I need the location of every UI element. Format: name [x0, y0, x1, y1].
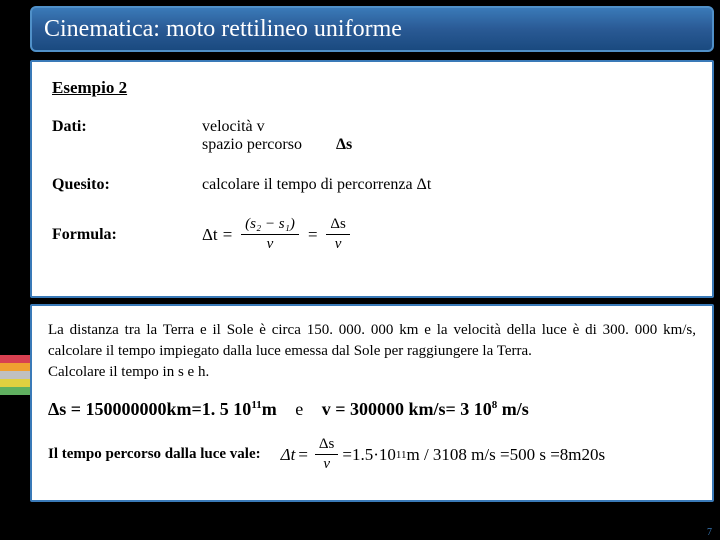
header-bar: Cinematica: moto rettilineo uniforme	[30, 6, 714, 52]
row-dati: Dati: velocità v spazio percorso Δs	[52, 118, 692, 154]
row-formula: Formula: Δt = (s₂ − s₁) v = Δs v	[52, 216, 692, 253]
color-tabs	[0, 355, 30, 395]
tab-yellow	[0, 379, 30, 387]
panel-example: Esempio 2 Dati: velocità v spazio percor…	[30, 60, 714, 298]
tab-orange	[0, 363, 30, 371]
left-sidebar	[0, 0, 30, 540]
tab-red	[0, 355, 30, 363]
formula-label: Formula:	[52, 226, 202, 244]
result-label: Il tempo percorso dalla luce vale:	[48, 446, 261, 463]
equation-line: Δs = 150000000km=1. 5 1011m e v = 300000…	[48, 399, 696, 420]
page-number: 7	[707, 527, 712, 538]
quesito-content: calcolare il tempo di percorrenza Δt	[202, 176, 692, 194]
dati-content: velocità v spazio percorso Δs	[202, 118, 692, 154]
page-title: Cinematica: moto rettilineo uniforme	[44, 16, 402, 43]
dati-label: Dati:	[52, 118, 202, 154]
example-label: Esempio 2	[52, 78, 692, 98]
result-formula: Δt = Δs v =1.5·1011 m / 3108 m/s =500 s …	[281, 436, 606, 473]
result-row: Il tempo percorso dalla luce vale: Δt = …	[48, 436, 696, 473]
tab-green	[0, 387, 30, 395]
quesito-label: Quesito:	[52, 176, 202, 194]
tab-gray	[0, 371, 30, 379]
problem-paragraph: La distanza tra la Terra e il Sole è cir…	[48, 320, 696, 362]
panel-problem: La distanza tra la Terra e il Sole è cir…	[30, 304, 714, 502]
row-quesito: Quesito: calcolare il tempo di percorren…	[52, 176, 692, 194]
formula-expression: Δt = (s₂ − s₁) v = Δs v	[202, 216, 692, 253]
problem-paragraph2: Calcolare il tempo in s e h.	[48, 362, 696, 383]
